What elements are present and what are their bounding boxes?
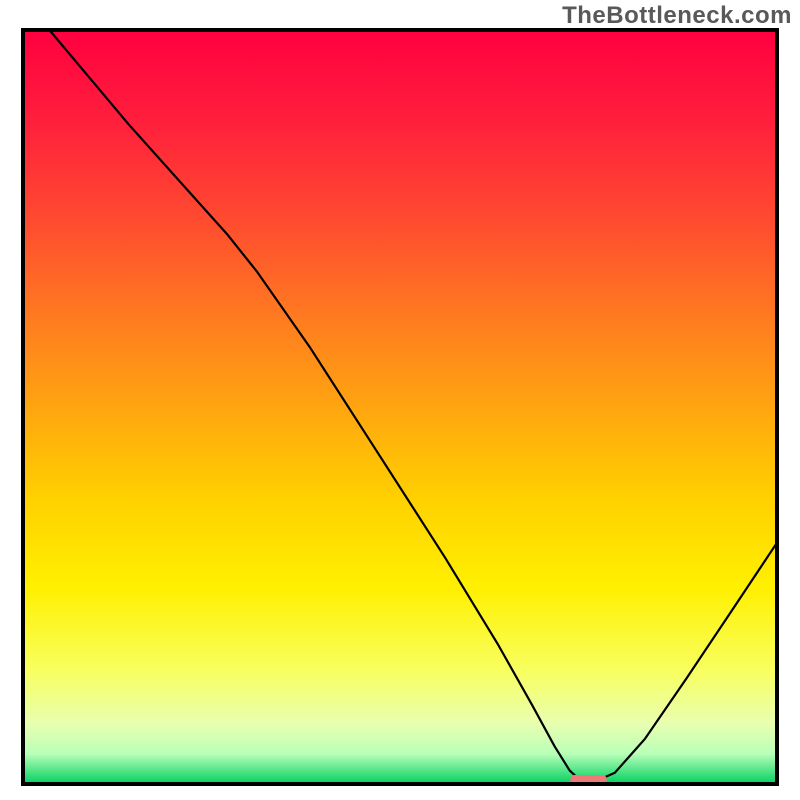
bottleneck-chart — [0, 0, 800, 800]
watermark-text: TheBottleneck.com — [562, 2, 792, 30]
plot-background — [23, 30, 777, 784]
